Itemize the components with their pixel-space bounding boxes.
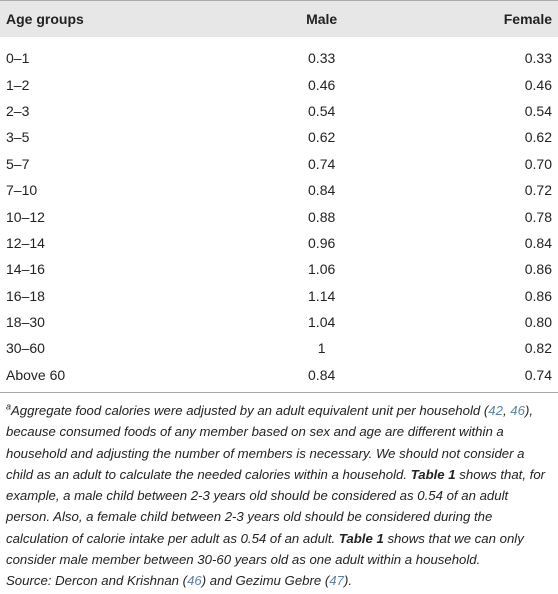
footnote-text: ) and Gezimu Gebre ( <box>201 573 330 589</box>
table-cell: 0.74 <box>524 366 552 383</box>
table-cell: 0.86 <box>524 287 552 304</box>
table-reference[interactable]: Table 1 <box>410 466 456 482</box>
table-row: 3–5 0.62 0.62 <box>0 124 558 150</box>
row-label: 3–5 <box>6 129 30 146</box>
footnote-text: ). <box>343 573 352 589</box>
column-header: Male <box>306 11 338 27</box>
citation[interactable]: 46 <box>510 403 525 418</box>
table-body: 0–1 0.33 0.33 1–2 0.46 0.46 2–3 0.54 0.54 3–5 0.62… <box>0 37 558 393</box>
table-cell: 0.33 <box>524 50 552 67</box>
table-cell: 0.33 <box>308 50 336 67</box>
row-label: 5–7 <box>6 155 30 172</box>
table-row: Above 60 0.84 0.74 <box>0 362 558 393</box>
table-row: 10–12 0.88 0.78 <box>0 203 558 229</box>
column-header: Female <box>503 11 552 27</box>
table-cell: 1.04 <box>308 314 336 331</box>
footnote-text: , <box>502 403 511 418</box>
citation[interactable]: 42 <box>488 403 503 418</box>
row-label: 12–14 <box>6 234 45 251</box>
table-row: 1–2 0.46 0.46 <box>0 71 558 97</box>
table-cell: 1 <box>317 340 326 357</box>
table-row: 7–10 0.84 0.72 <box>0 177 558 203</box>
table-reference[interactable]: Table 1 <box>338 530 384 546</box>
row-label: 18–30 <box>6 314 45 331</box>
table-cell: 0.78 <box>524 208 552 225</box>
table-cell: 0.74 <box>308 155 336 172</box>
table-cell: 0.82 <box>524 340 552 357</box>
table-cell: 0.84 <box>308 366 336 383</box>
table-cell: 0.70 <box>524 155 552 172</box>
data-table: Age groups Male Female 0–1 0.33 0.33 1–2 0.46 0… <box>0 0 558 393</box>
footnote-text: ), because consumed foods of any member … <box>6 403 534 482</box>
header-row: Age groups Male Female <box>0 0 558 37</box>
table-row: 30–60 1 0.82 <box>0 335 558 361</box>
row-label: 30–60 <box>6 340 45 357</box>
column-header: Age groups <box>6 11 84 27</box>
table-cell: 0.62 <box>524 129 552 146</box>
table-row: 0–1 0.33 0.33 <box>0 37 558 71</box>
table-cell: 0.96 <box>308 234 336 251</box>
row-label: 0–1 <box>6 50 30 67</box>
row-label: Above 60 <box>6 366 66 383</box>
table-cell: 1.06 <box>308 261 336 278</box>
table-row: 14–16 1.06 0.86 <box>0 256 558 282</box>
table-row: 18–30 1.04 0.80 <box>0 309 558 335</box>
table-cell: 1.14 <box>308 287 336 304</box>
table-cell: 0.54 <box>308 102 336 119</box>
citation[interactable]: 47 <box>329 573 344 589</box>
table-row: 16–18 1.14 0.86 <box>0 283 558 309</box>
table-cell: 0.80 <box>524 314 552 331</box>
row-label: 16–18 <box>6 287 45 304</box>
table-cell: 0.84 <box>524 234 552 251</box>
table-cell: 0.88 <box>308 208 336 225</box>
footnote-text: Aggregate food calories were adjusted by… <box>11 403 489 418</box>
row-label: 2–3 <box>6 102 30 119</box>
row-label: 10–12 <box>6 208 45 225</box>
table-row: 2–3 0.54 0.54 <box>0 98 558 124</box>
row-label: 1–2 <box>6 76 30 93</box>
table-cell: 0.72 <box>524 182 552 199</box>
table-row: 5–7 0.74 0.70 <box>0 151 558 177</box>
footnote-text: shows that we can only consider male mem… <box>6 530 524 568</box>
table-cell: 0.46 <box>524 76 552 93</box>
table-cell: 0.86 <box>524 261 552 278</box>
footnote-text: Source: Dercon and Krishnan ( <box>6 573 188 589</box>
table-cell: 0.46 <box>308 76 336 93</box>
footnote-marker: a <box>6 401 12 412</box>
footnote: aAggregate food calories were adjusted b… <box>6 400 554 592</box>
table-cell: 0.54 <box>524 102 552 119</box>
table-row: 12–14 0.96 0.84 <box>0 230 558 256</box>
row-label: 14–16 <box>6 261 45 278</box>
table-cell: 0.84 <box>308 182 336 199</box>
row-label: 7–10 <box>6 182 38 199</box>
citation[interactable]: 46 <box>187 573 202 589</box>
table-cell: 0.62 <box>308 129 336 146</box>
footnote-text: shows that, for example, a male child be… <box>6 466 546 546</box>
